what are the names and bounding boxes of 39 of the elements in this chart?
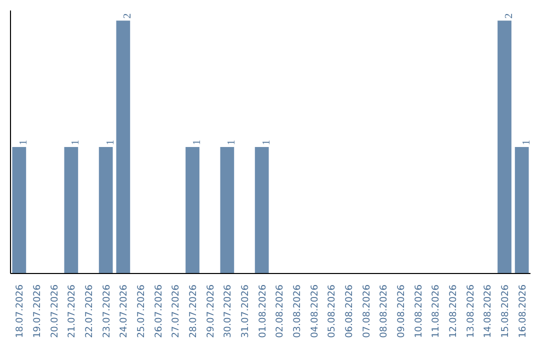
x-tick-label: 05.08.2026 [326,284,338,338]
data-label: 1 [70,140,82,146]
x-tick-label: 03.08.2026 [292,284,303,338]
x-tick-label: 26.07.2026 [153,284,164,338]
x-tick-label: 24.07.2026 [118,284,130,338]
data-label: 2 [122,13,134,19]
x-tick-label: 07.08.2026 [361,284,372,338]
x-tick-label: 11.08.2026 [430,284,442,338]
x-tick-label: 02.08.2026 [274,284,286,338]
x-tick-label: 01.08.2026 [257,284,268,338]
x-tick-label: 16.08.2026 [517,284,528,338]
x-tick-label: 06.08.2026 [344,284,355,338]
x-tick-label: 20.07.2026 [49,284,60,338]
x-tick-label: 08.08.2026 [378,284,390,338]
x-tick-label: 04.08.2026 [309,284,320,338]
data-label: 1 [226,140,238,146]
x-tick-label: 30.07.2026 [222,284,234,338]
x-tick-label: 09.08.2026 [396,284,407,338]
x-tick-label: 28.07.2026 [188,284,199,338]
x-tick-label: 25.07.2026 [136,284,147,338]
x-tick-label: 22.07.2026 [84,284,95,338]
x-tick-label: 13.08.2026 [465,284,476,338]
x-tick-label: 23.07.2026 [101,284,112,338]
data-label: 1 [192,140,203,146]
x-tick-label: 21.07.2026 [66,284,78,338]
x-tick-label: 18.07.2026 [14,284,26,338]
x-tick-label: 29.07.2026 [205,284,216,338]
x-tick-label: 12.08.2026 [448,284,459,338]
data-label: 1 [105,140,116,146]
data-label: 1 [18,140,30,146]
x-tick-label: 14.08.2026 [482,284,494,338]
data-label: 1 [261,140,272,146]
x-tick-label: 10.08.2026 [413,284,424,338]
x-tick-label: 19.07.2026 [32,284,43,338]
x-tick-label: 31.07.2026 [240,284,251,338]
data-label: 1 [521,140,532,146]
data-label: 2 [504,13,515,19]
x-tick-label: 15.08.2026 [500,284,511,338]
x-tick-label: 27.07.2026 [170,284,182,338]
